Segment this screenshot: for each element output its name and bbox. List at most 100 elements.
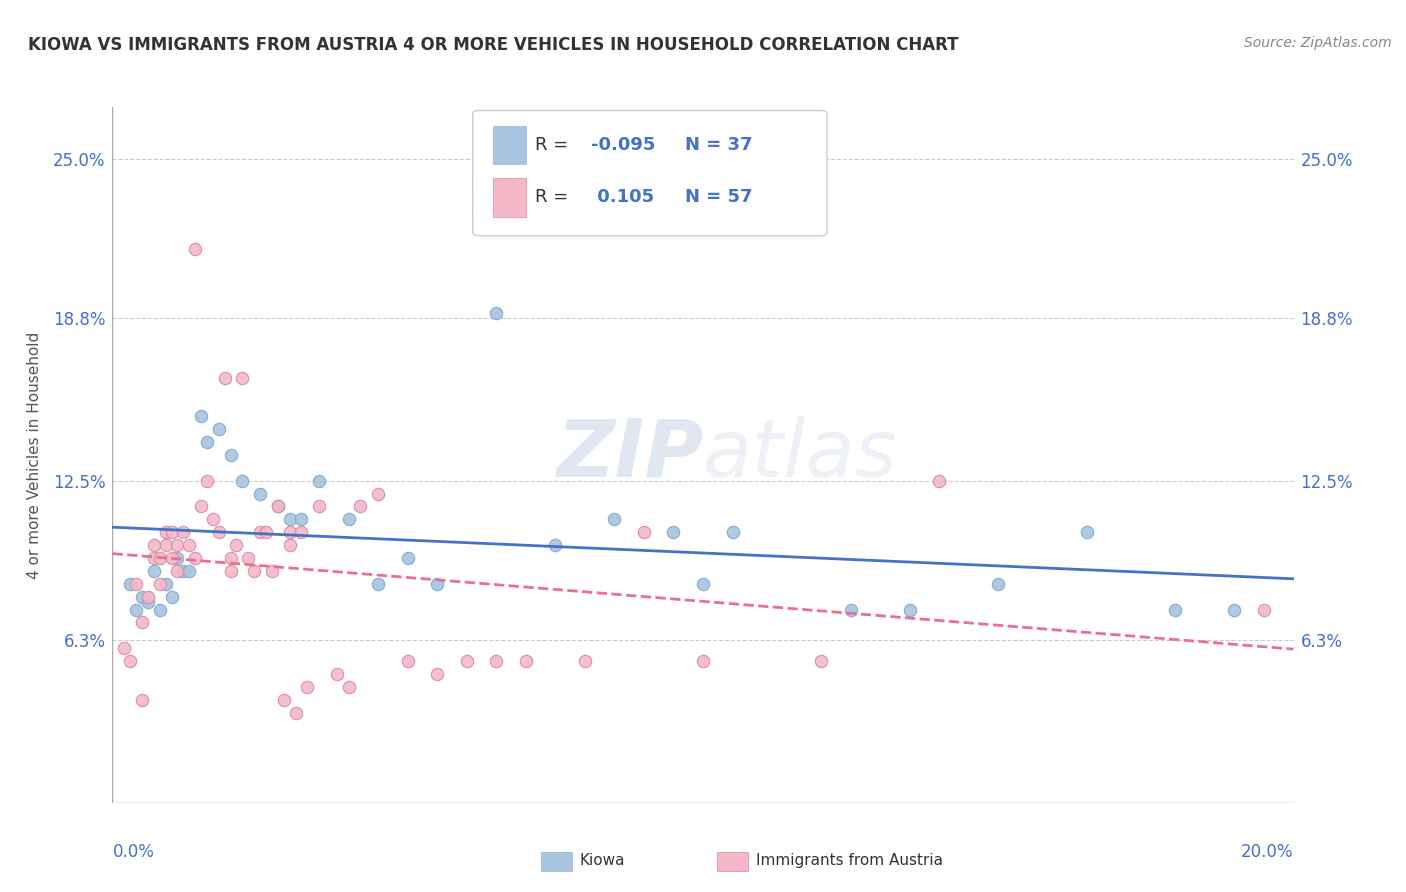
Text: N = 57: N = 57	[685, 188, 752, 206]
Point	[120, 654, 142, 668]
Point	[160, 590, 183, 604]
Point	[195, 474, 218, 488]
Point	[426, 576, 449, 591]
Text: KIOWA VS IMMIGRANTS FROM AUSTRIA 4 OR MORE VEHICLES IN HOUSEHOLD CORRELATION CHA: KIOWA VS IMMIGRANTS FROM AUSTRIA 4 OR MO…	[28, 36, 959, 54]
Point	[308, 474, 330, 488]
Point	[1164, 602, 1187, 616]
Point	[367, 486, 389, 500]
Text: R =: R =	[536, 136, 574, 154]
Text: 0.105: 0.105	[591, 188, 654, 206]
Point	[456, 654, 478, 668]
Point	[131, 692, 153, 706]
Point	[928, 474, 950, 488]
Point	[544, 538, 567, 552]
Point	[426, 667, 449, 681]
Text: 20.0%: 20.0%	[1241, 843, 1294, 861]
Point	[208, 525, 231, 540]
Point	[219, 448, 242, 462]
Point	[131, 590, 153, 604]
Point	[349, 500, 371, 514]
Point	[326, 667, 349, 681]
Point	[249, 525, 271, 540]
Point	[267, 500, 290, 514]
Point	[125, 602, 148, 616]
Text: Source: ZipAtlas.com: Source: ZipAtlas.com	[1244, 36, 1392, 50]
Point	[155, 538, 177, 552]
Point	[155, 525, 177, 540]
Point	[278, 512, 301, 526]
Point	[219, 564, 242, 578]
Point	[195, 435, 218, 450]
Point	[662, 525, 685, 540]
Point	[172, 564, 194, 578]
Point	[184, 551, 207, 566]
Point	[243, 564, 266, 578]
Point	[179, 564, 201, 578]
Point	[898, 602, 921, 616]
Point	[166, 551, 188, 566]
Point	[136, 595, 159, 609]
Point	[136, 590, 159, 604]
Bar	[492, 178, 526, 217]
Point	[190, 409, 212, 424]
Text: ZIP: ZIP	[555, 416, 703, 494]
Point	[160, 551, 183, 566]
Point	[231, 370, 253, 384]
Point	[166, 538, 188, 552]
Point	[166, 564, 188, 578]
Point	[160, 525, 183, 540]
Text: N = 37: N = 37	[685, 136, 752, 154]
Point	[485, 654, 508, 668]
Point	[396, 654, 419, 668]
Point	[142, 564, 165, 578]
Point	[120, 576, 142, 591]
Point	[692, 576, 714, 591]
Point	[254, 525, 277, 540]
Point	[219, 551, 242, 566]
Point	[367, 576, 389, 591]
Text: Immigrants from Austria: Immigrants from Austria	[756, 854, 943, 868]
Point	[337, 512, 360, 526]
Text: atlas: atlas	[703, 416, 898, 494]
Point	[179, 538, 201, 552]
Point	[839, 602, 862, 616]
Point	[810, 654, 832, 668]
Point	[1076, 525, 1098, 540]
Point	[112, 641, 135, 656]
Point	[149, 602, 172, 616]
Point	[190, 500, 212, 514]
Point	[1223, 602, 1246, 616]
Point	[201, 512, 224, 526]
Point	[184, 242, 207, 256]
Text: -0.095: -0.095	[591, 136, 655, 154]
Point	[214, 370, 236, 384]
Point	[308, 500, 330, 514]
Point	[172, 525, 194, 540]
Y-axis label: 4 or more Vehicles in Household: 4 or more Vehicles in Household	[27, 331, 42, 579]
Point	[149, 576, 172, 591]
Point	[721, 525, 744, 540]
Text: R =: R =	[536, 188, 574, 206]
Point	[142, 538, 165, 552]
Point	[208, 422, 231, 436]
Point	[238, 551, 260, 566]
Point	[515, 654, 537, 668]
FancyBboxPatch shape	[472, 111, 827, 235]
Point	[155, 576, 177, 591]
Point	[485, 306, 508, 320]
Point	[1253, 602, 1275, 616]
Point	[225, 538, 247, 552]
Point	[278, 538, 301, 552]
Bar	[492, 126, 526, 164]
Point	[125, 576, 148, 591]
Point	[337, 680, 360, 694]
Text: 0.0%: 0.0%	[112, 843, 155, 861]
Text: Kiowa: Kiowa	[579, 854, 624, 868]
Point	[284, 706, 307, 720]
Point	[987, 576, 1010, 591]
Point	[273, 692, 295, 706]
Point	[142, 551, 165, 566]
Point	[603, 512, 626, 526]
Point	[297, 680, 319, 694]
Point	[249, 486, 271, 500]
